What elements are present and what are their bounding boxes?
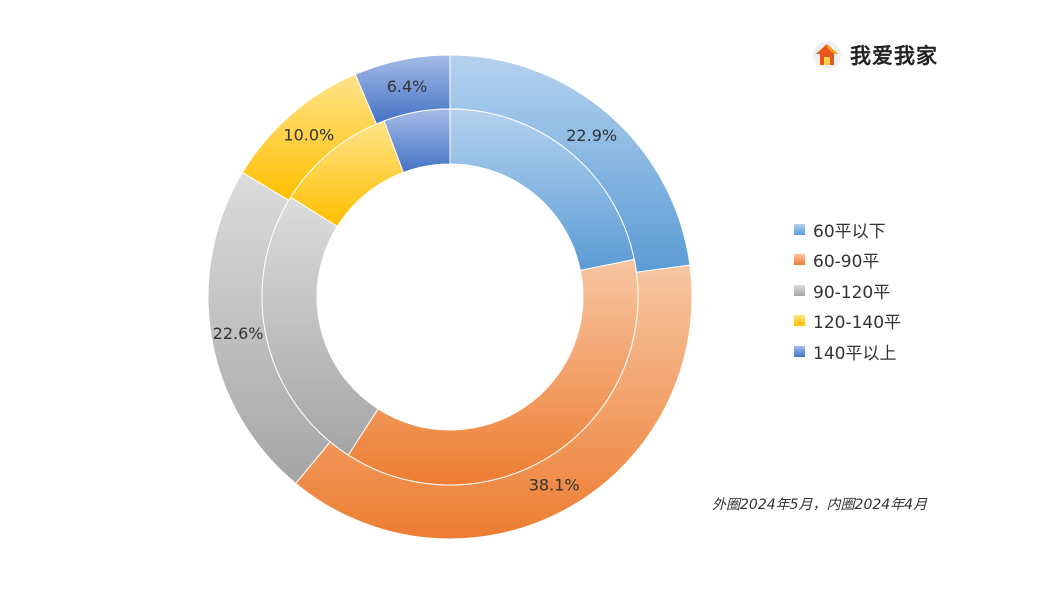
legend-label: 60-90平 — [813, 252, 880, 273]
house-logo-icon — [813, 41, 841, 69]
data-label-3: 10.0% — [283, 125, 334, 144]
data-label-1: 38.1% — [529, 476, 580, 495]
legend-label: 120-140平 — [813, 313, 902, 334]
legend-swatch — [794, 223, 805, 235]
legend-label: 140平以上 — [813, 343, 897, 364]
legend-item: 120-140平 — [794, 306, 901, 337]
inner-ring — [261, 108, 639, 486]
inner-slice-1 — [347, 258, 639, 486]
data-labels: 22.9% 38.1% 22.6% 10.0% 6.4% — [213, 77, 617, 495]
outer-ring — [207, 54, 693, 540]
inner-slice-4 — [383, 108, 451, 174]
legend-item: 60-90平 — [794, 245, 901, 276]
data-label-2: 22.6% — [213, 324, 264, 343]
data-label-0: 22.9% — [566, 126, 617, 145]
legend-swatch — [794, 284, 805, 296]
legend-label: 90-120平 — [813, 282, 891, 303]
legend-swatch — [794, 315, 805, 327]
brand-logo: 我爱我家 — [812, 40, 938, 70]
chart-legend: 60平以下 60-90平 90-120平 120-140平 140平以上 — [794, 214, 901, 367]
legend-item: 140平以上 — [794, 336, 901, 367]
brand-name: 我爱我家 — [850, 44, 938, 68]
data-label-4: 6.4% — [387, 77, 428, 96]
ring-note: 外圈2024年5月，内圈2024年4月 — [712, 497, 928, 513]
legend-item: 60平以下 — [794, 214, 901, 245]
legend-item: 90-120平 — [794, 275, 901, 306]
legend-swatch — [794, 254, 805, 266]
legend-label: 60平以下 — [813, 221, 886, 242]
legend-swatch — [794, 345, 805, 357]
